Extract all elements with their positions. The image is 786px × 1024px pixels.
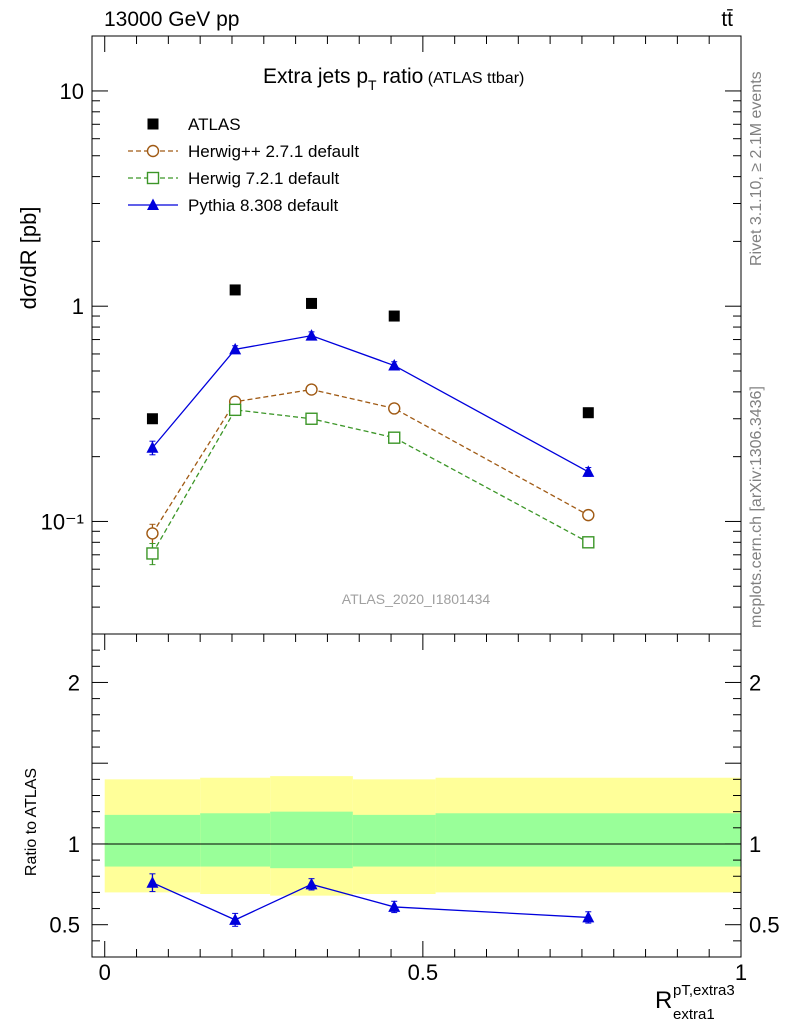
data-point — [388, 310, 400, 322]
ratio-point — [146, 876, 159, 888]
data-point — [582, 508, 595, 522]
series-0 — [146, 284, 594, 425]
data-point — [305, 412, 318, 425]
mcplots-source-label: mcplots.cern.ch [arXiv:1306.3436] — [748, 386, 765, 628]
legend: ATLAS Herwig++ 2.7.1 default Herwig 7.2.1 … — [128, 115, 359, 215]
band-green-3 — [352, 814, 436, 867]
legend-entry-3: Pythia 8.308 default — [128, 196, 339, 215]
data-point — [229, 284, 241, 296]
band-green-2 — [270, 811, 353, 869]
series-2 — [146, 403, 595, 566]
lower-y-tick-label-right: 2 — [749, 670, 761, 695]
band-green-0 — [104, 814, 201, 867]
data-point — [229, 342, 242, 355]
chart-title: Extra jets pT ratio (ATLAS ttbar) — [263, 65, 524, 93]
data-point — [305, 383, 318, 396]
lower-y-tick-label: 2 — [68, 670, 80, 695]
upper-y-tick-label: 10 — [60, 79, 84, 104]
legend-marker — [146, 171, 160, 185]
series-line — [151, 334, 589, 473]
lower-y-tick-label: 0.5 — [49, 913, 80, 938]
x-axis-label-superscript: pT,extra3 — [673, 982, 735, 999]
data-point — [388, 402, 401, 415]
band-green-1 — [200, 813, 271, 867]
x-axis-label: R — [655, 987, 672, 1014]
data-point — [388, 431, 401, 444]
series-line — [151, 409, 589, 554]
legend-label: Herwig++ 2.7.1 default — [188, 142, 359, 161]
data-point — [582, 465, 595, 477]
upper-y-axis-label: dσ/dR [pb] — [16, 207, 41, 310]
x-tick-label: 1 — [735, 960, 747, 985]
lower-y-axis-label: Ratio to ATLAS — [23, 768, 40, 876]
lower-y-tick-label-right: 1 — [749, 832, 761, 857]
band-green-4 — [435, 813, 741, 867]
data-point — [228, 403, 242, 417]
ratio-point — [229, 913, 242, 925]
series-3 — [146, 329, 595, 477]
data-point — [146, 441, 159, 453]
data-point — [388, 359, 401, 371]
ratio-series-layer — [146, 873, 595, 927]
ratio-uncertainty-bands — [104, 776, 741, 896]
lower-y-axis: 2 2 1 1 0.5 0.5 — [49, 633, 780, 958]
data-point — [305, 329, 318, 341]
data-point — [582, 536, 595, 549]
lower-y-tick-label-right: 0.5 — [749, 913, 780, 938]
upper-y-axis: 10 1 10⁻¹ — [41, 79, 741, 635]
upper-y-tick-label: 1 — [72, 294, 84, 319]
legend-marker — [147, 118, 159, 130]
x-tick-label: 0 — [99, 960, 111, 985]
legend-marker — [146, 144, 160, 158]
ratio-point — [388, 900, 401, 912]
ratio-point — [305, 877, 318, 890]
x-axis-label-subscript: extra1 — [673, 1006, 715, 1023]
data-point — [146, 413, 158, 425]
series-layer — [146, 284, 595, 566]
legend-entry-0: ATLAS — [147, 115, 241, 134]
legend-label: Herwig 7.2.1 default — [188, 169, 339, 188]
x-tick-label: 0.5 — [408, 960, 439, 985]
data-point — [146, 527, 159, 540]
analysis-label: ATLAS_2020_I1801434 — [342, 591, 491, 607]
legend-entry-1: Herwig++ 2.7.1 default — [128, 142, 359, 161]
lower-y-tick-label: 1 — [68, 832, 80, 857]
rivet-version-label: Rivet 3.1.10, ≥ 2.1M events — [748, 71, 765, 266]
series-line — [151, 388, 589, 534]
data-point — [582, 407, 594, 419]
legend-label: Pythia 8.308 default — [188, 196, 339, 215]
x-axis: 0 0.5 1 — [99, 36, 747, 985]
series-1 — [146, 383, 595, 544]
data-point — [306, 297, 318, 309]
energy-label: 13000 GeV pp — [104, 8, 239, 31]
upper-y-tick-label: 10⁻¹ — [41, 509, 84, 534]
process-label: tt̄ — [721, 8, 733, 31]
legend-marker — [147, 198, 159, 210]
legend-entry-2: Herwig 7.2.1 default — [128, 169, 339, 188]
legend-label: ATLAS — [188, 115, 241, 134]
data-point — [146, 547, 159, 560]
ratio-point — [582, 910, 595, 923]
